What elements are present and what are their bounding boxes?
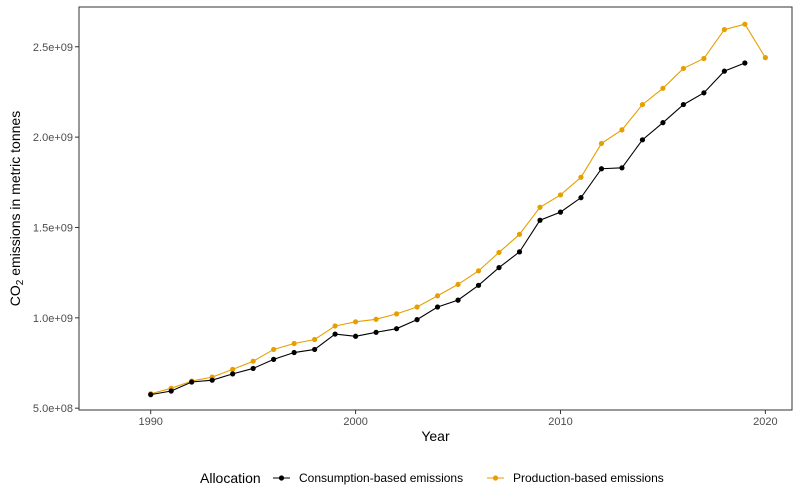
production-based-emissions-point bbox=[291, 340, 297, 347]
legend-key-point bbox=[492, 475, 499, 481]
consumption-based-emissions-point bbox=[578, 195, 584, 201]
production-based-emissions-point bbox=[373, 316, 379, 322]
legend-label: Consumption-based emissions bbox=[299, 471, 463, 485]
legend-label: Production-based emissions bbox=[513, 471, 664, 485]
production-based-emissions-point bbox=[516, 231, 523, 237]
production-based-emissions-point bbox=[352, 319, 359, 325]
legend-title: Allocation bbox=[200, 470, 261, 486]
production-based-emissions-point bbox=[250, 358, 256, 364]
series-layer bbox=[148, 21, 768, 398]
consumption-based-emissions-point bbox=[352, 333, 359, 339]
y-tick-label: 1.5e+09 bbox=[33, 222, 73, 234]
consumption-based-emissions-point bbox=[742, 60, 748, 66]
consumption-based-emissions-line bbox=[150, 62, 746, 396]
consumption-based-emissions-point bbox=[660, 120, 666, 126]
consumption-based-emissions-point bbox=[209, 377, 215, 383]
production-based-emissions-point bbox=[414, 304, 420, 310]
production-based-emissions-point bbox=[762, 55, 768, 61]
y-tick-label: 2.5e+09 bbox=[33, 42, 73, 54]
consumption-based-emissions-point bbox=[168, 388, 174, 394]
production-based-emissions-point bbox=[578, 174, 584, 180]
consumption-based-emissions-point bbox=[393, 326, 400, 332]
y-axis-title: CO2 emissions in metric tonnes bbox=[7, 111, 26, 306]
production-based-emissions-point bbox=[742, 21, 748, 27]
y-tick-label: 2.0e+09 bbox=[33, 132, 73, 144]
y-axis-title-subscript: 2 bbox=[15, 279, 26, 285]
production-based-emissions-point bbox=[660, 85, 666, 91]
production-based-emissions-point bbox=[619, 127, 625, 133]
consumption-based-emissions-point bbox=[475, 282, 482, 288]
y-tick-label: 5.0e+08 bbox=[33, 403, 73, 415]
production-based-emissions-point bbox=[496, 249, 502, 256]
production-based-emissions-point bbox=[475, 268, 482, 274]
consumption-based-emissions-point bbox=[148, 392, 154, 398]
production-based-emissions-point bbox=[434, 293, 441, 299]
x-axis-title: Year bbox=[421, 428, 450, 444]
consumption-based-emissions-point bbox=[598, 166, 605, 172]
consumption-based-emissions-point bbox=[414, 317, 420, 323]
consumption-based-emissions-point bbox=[291, 349, 297, 356]
production-based-emissions-point bbox=[271, 346, 277, 353]
consumption-based-emissions-point bbox=[189, 379, 195, 385]
x-tick-label: 2000 bbox=[343, 416, 367, 428]
consumption-based-emissions-point bbox=[373, 329, 379, 335]
y-axis: 5.0e+08 1.0e+09 1.5e+09 2.0e+09 2.5e+09 bbox=[33, 42, 79, 415]
consumption-based-emissions-point bbox=[701, 90, 707, 96]
consumption-based-emissions-point bbox=[434, 304, 441, 310]
production-based-emissions-point bbox=[680, 65, 687, 72]
consumption-based-emissions-point bbox=[271, 356, 277, 362]
consumption-based-emissions-point bbox=[496, 264, 502, 271]
y-axis-title-main: CO bbox=[7, 285, 23, 306]
production-based-emissions-point bbox=[455, 281, 461, 288]
production-based-emissions-point bbox=[557, 192, 564, 198]
consumption-based-emissions-point bbox=[312, 346, 318, 353]
x-axis: 1990 2000 2010 2020 bbox=[138, 410, 778, 428]
consumption-based-emissions-point bbox=[230, 371, 236, 377]
consumption-based-emissions-point bbox=[455, 297, 461, 303]
legend-key-point bbox=[278, 475, 285, 481]
plot-panel bbox=[78, 6, 793, 411]
x-tick-label: 2010 bbox=[548, 416, 572, 428]
production-based-emissions-point bbox=[598, 140, 605, 147]
production-based-emissions-point bbox=[393, 311, 400, 317]
y-axis-title-rest: emissions in metric tonnes bbox=[7, 111, 23, 280]
consumption-based-emissions-point bbox=[619, 165, 625, 171]
production-based-emissions-point bbox=[537, 204, 543, 210]
consumption-based-emissions-point bbox=[639, 137, 646, 143]
production-based-emissions-point bbox=[230, 366, 236, 372]
production-based-emissions-point bbox=[312, 336, 318, 343]
x-tick-label: 1990 bbox=[138, 416, 162, 428]
consumption-based-emissions-point bbox=[721, 68, 727, 74]
consumption-based-emissions-point bbox=[332, 331, 338, 337]
x-tick-label: 2020 bbox=[753, 416, 777, 428]
production-based-emissions-point bbox=[639, 101, 646, 108]
production-based-emissions-point bbox=[721, 26, 727, 33]
production-based-emissions-point bbox=[332, 323, 338, 329]
legend: Allocation Consumption-based emissions Pro… bbox=[200, 470, 664, 486]
consumption-based-emissions-point bbox=[537, 217, 543, 223]
consumption-based-emissions-point bbox=[557, 209, 564, 215]
consumption-based-emissions-point bbox=[516, 249, 523, 255]
y-tick-label: 1.0e+09 bbox=[33, 313, 73, 325]
production-based-emissions-point bbox=[701, 55, 707, 62]
consumption-based-emissions-point bbox=[250, 365, 256, 372]
consumption-based-emissions-point bbox=[680, 101, 687, 108]
